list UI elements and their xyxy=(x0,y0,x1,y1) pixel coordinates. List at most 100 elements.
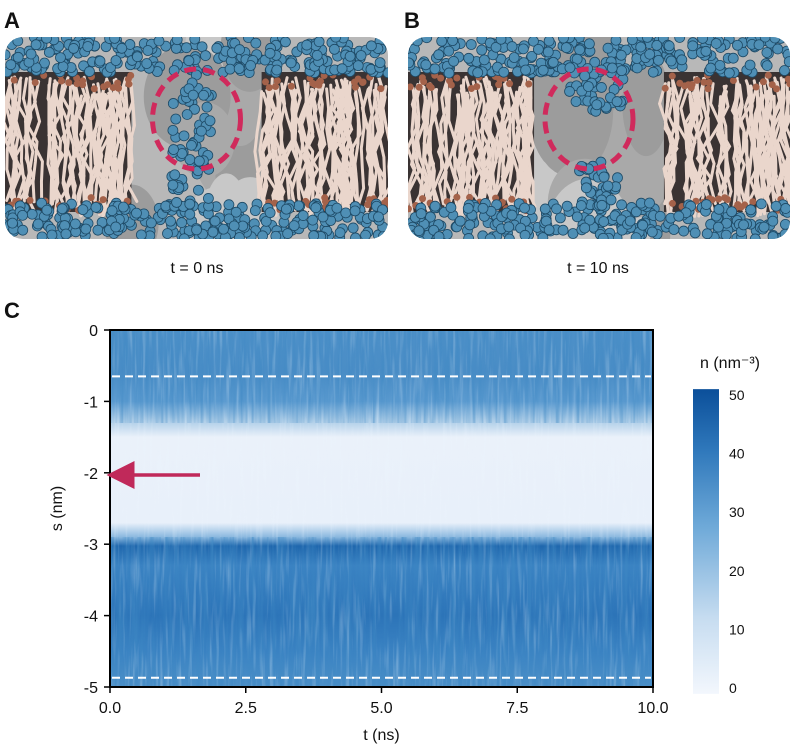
water xyxy=(582,81,594,92)
water xyxy=(532,43,544,55)
headgroup xyxy=(715,195,723,203)
water xyxy=(374,57,386,69)
water xyxy=(429,63,441,75)
water xyxy=(209,215,221,227)
lipid-tail xyxy=(347,91,363,215)
water xyxy=(606,62,618,74)
water xyxy=(463,233,475,239)
headgroup xyxy=(354,75,362,83)
water xyxy=(308,230,320,239)
lipid-tail xyxy=(409,83,423,207)
lipid-tail xyxy=(303,87,318,211)
water xyxy=(68,43,79,54)
water xyxy=(330,37,342,43)
water xyxy=(288,220,300,232)
water xyxy=(732,39,743,51)
y-tick-label: -1 xyxy=(84,394,98,411)
water xyxy=(631,62,643,74)
water xyxy=(12,51,24,63)
water xyxy=(612,172,623,184)
water xyxy=(644,48,656,60)
lipid-tail xyxy=(9,88,23,212)
headgroup xyxy=(668,199,676,207)
water xyxy=(116,42,128,54)
plot: 0.0 2.5 5.0 7.5 10.0 0 -1 -2 -3 -4 -5 t (ns) s (nm) 0… xyxy=(49,323,760,744)
water xyxy=(779,228,790,239)
water xyxy=(596,199,608,211)
water xyxy=(700,199,712,210)
lipid-tail xyxy=(463,91,475,215)
snapshot xyxy=(408,37,790,239)
water xyxy=(313,37,325,48)
headgroup xyxy=(764,71,772,79)
water xyxy=(189,37,201,45)
water xyxy=(641,37,653,43)
water xyxy=(454,215,466,227)
water xyxy=(697,37,708,44)
headgroup xyxy=(772,85,780,93)
headgroup xyxy=(287,82,295,90)
water xyxy=(630,206,642,218)
water xyxy=(436,37,448,47)
water xyxy=(551,203,562,215)
water xyxy=(463,52,475,64)
headgroup xyxy=(309,79,317,87)
lipid-tail xyxy=(311,77,326,201)
headgroup xyxy=(752,83,760,91)
water xyxy=(520,64,532,76)
water xyxy=(329,43,340,55)
water xyxy=(421,37,433,44)
headgroup xyxy=(87,194,95,202)
lipid-tail xyxy=(493,76,505,200)
water xyxy=(591,99,603,111)
water xyxy=(676,54,688,66)
water xyxy=(429,200,441,212)
x-axis-label: t (ns) xyxy=(363,727,399,744)
water xyxy=(630,232,642,239)
water xyxy=(654,210,666,222)
water xyxy=(82,41,94,52)
headgroup xyxy=(681,82,689,90)
water xyxy=(413,225,425,237)
headgroup xyxy=(446,77,454,85)
lipid-tail xyxy=(260,84,272,208)
water xyxy=(39,57,50,69)
heatmap-texture xyxy=(110,330,653,687)
lipid-tail xyxy=(14,79,26,203)
water xyxy=(167,124,179,136)
water xyxy=(245,60,256,71)
caption: t = 10 ns xyxy=(567,260,629,277)
water xyxy=(41,37,52,44)
water xyxy=(297,210,309,221)
water xyxy=(727,52,739,64)
water xyxy=(181,42,192,54)
water xyxy=(526,51,538,62)
water xyxy=(753,39,765,51)
headgroup xyxy=(784,75,790,83)
headgroup xyxy=(26,196,34,204)
water xyxy=(167,179,179,191)
water xyxy=(749,233,761,239)
water xyxy=(755,198,767,210)
water xyxy=(653,54,664,66)
water xyxy=(181,109,193,120)
headgroup xyxy=(273,77,281,85)
water xyxy=(433,231,445,239)
water xyxy=(145,217,157,229)
water xyxy=(186,139,197,151)
lipid-tail xyxy=(310,82,327,206)
headgroup xyxy=(100,83,108,91)
water xyxy=(355,50,367,61)
panel-label: A xyxy=(4,8,20,33)
water xyxy=(547,56,559,68)
lipid-tail xyxy=(315,83,326,207)
water xyxy=(687,40,699,52)
water xyxy=(745,204,757,216)
water xyxy=(506,41,518,52)
headgroup xyxy=(99,196,107,204)
lipid-tail xyxy=(78,86,91,210)
water xyxy=(637,219,649,231)
lipid-tail xyxy=(361,87,374,211)
water xyxy=(646,226,658,238)
